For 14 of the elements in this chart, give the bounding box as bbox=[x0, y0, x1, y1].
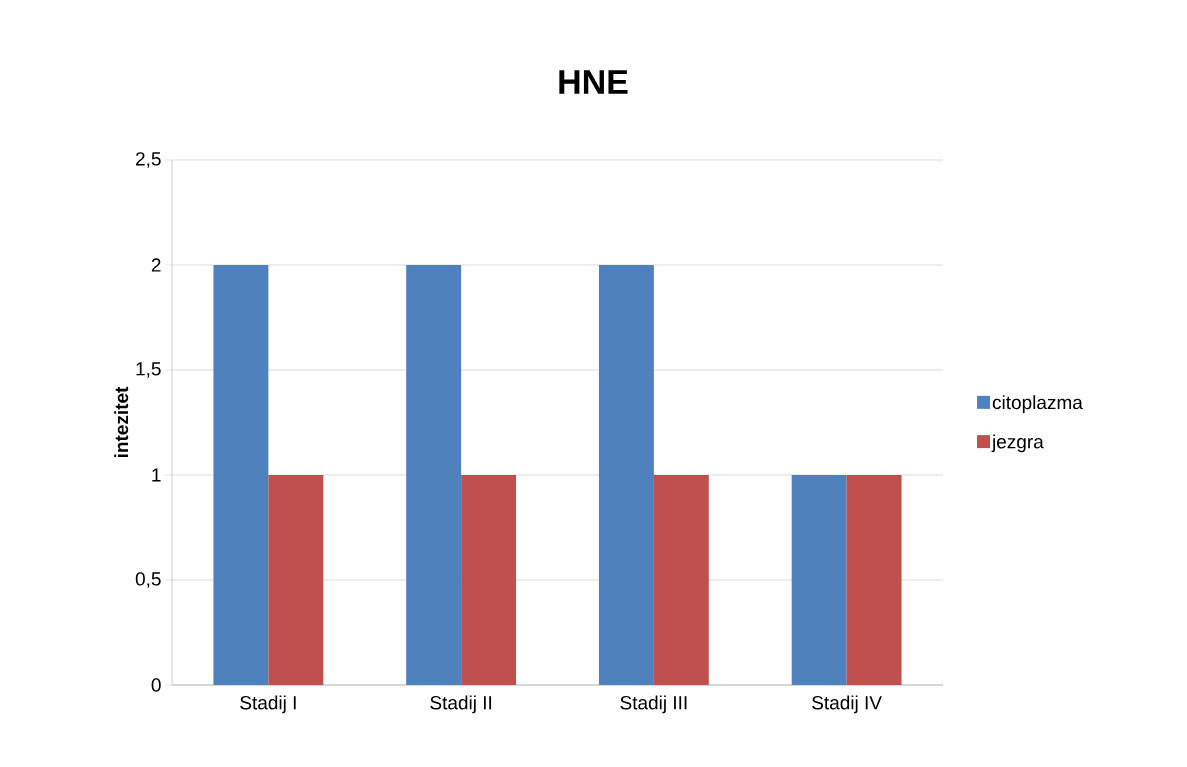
x-tick-label: Stadij II bbox=[430, 695, 492, 714]
y-tick-label: 0 bbox=[151, 678, 161, 692]
x-tick-label: Stadij III bbox=[620, 695, 687, 714]
y-axis-title: intezitet bbox=[114, 386, 129, 458]
legend-label: citoplazma bbox=[992, 395, 1083, 413]
chart-title: HNE bbox=[559, 70, 628, 94]
y-tick-label: 1 bbox=[152, 468, 161, 482]
y-tick-label: 2,5 bbox=[136, 152, 161, 168]
x-tick-label: Stadij I bbox=[240, 695, 296, 714]
y-tick-label: 0,5 bbox=[135, 572, 161, 588]
x-tick-label: Stadij IV bbox=[812, 695, 882, 714]
y-tick-label: 1,5 bbox=[136, 362, 161, 378]
legend-label: jezgra bbox=[991, 434, 1044, 453]
y-tick-label: 2 bbox=[151, 258, 161, 272]
